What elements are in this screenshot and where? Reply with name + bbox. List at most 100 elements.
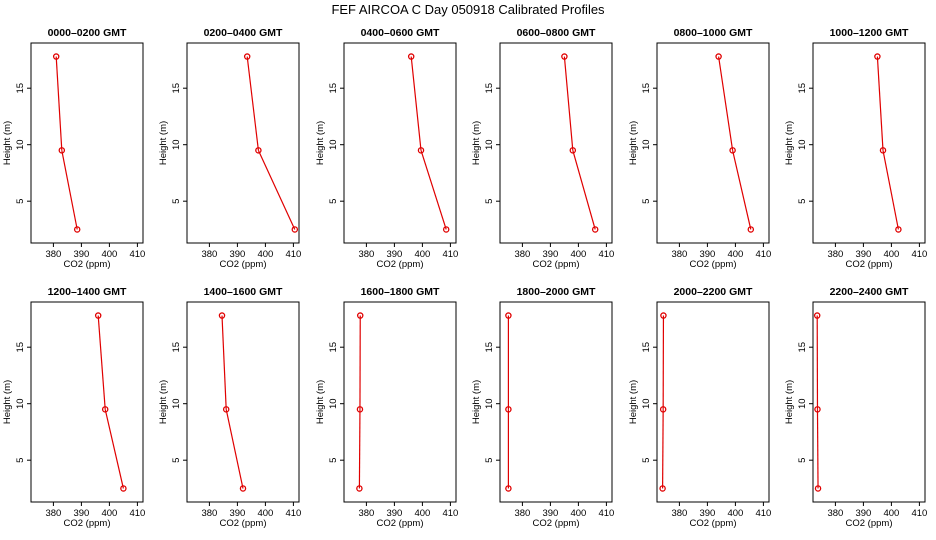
- profile-segment: [876, 56, 884, 151]
- y-tick-label: 10: [328, 398, 339, 409]
- data-point: [356, 312, 364, 319]
- y-axis-label: Height (m): [784, 380, 795, 424]
- x-tick-label: 400: [883, 249, 899, 260]
- x-tick-label: 390: [229, 508, 245, 519]
- y-tick-label: 10: [171, 139, 182, 150]
- data-point: [814, 406, 821, 413]
- x-tick-label: 380: [358, 508, 374, 519]
- y-tick-label: 5: [15, 199, 26, 204]
- x-tick-label: 380: [45, 249, 61, 260]
- y-tick-label: 15: [328, 342, 339, 353]
- panel-3: 0400–0600 GMT 380 390 400 410 5 10 15 CO2 (ppm) H…: [315, 27, 458, 270]
- data-point: [591, 226, 599, 233]
- y-axis-label: Height (m): [315, 121, 326, 165]
- panel-4: 0600–0800 GMT 380 390 400 410 5 10 15 CO2 (ppm) H…: [471, 27, 614, 270]
- y-tick-label: 10: [641, 139, 652, 150]
- y-tick-label: 5: [797, 199, 808, 204]
- x-tick-label: 390: [542, 508, 558, 519]
- panel-title: 1200–1400 GMT: [48, 286, 127, 298]
- y-tick-label: 15: [15, 342, 26, 353]
- y-tick-label: 15: [484, 83, 495, 94]
- x-tick-label: 400: [101, 249, 117, 260]
- panel-title: 1400–1600 GMT: [204, 286, 283, 298]
- data-point: [660, 312, 667, 319]
- x-axis-label: CO2 (ppm): [64, 259, 111, 270]
- y-axis-label: Height (m): [315, 380, 326, 424]
- profile-segment: [104, 409, 124, 489]
- x-axis-label: CO2 (ppm): [220, 259, 267, 270]
- data-point: [94, 312, 102, 319]
- panel-9: 1600–1800 GMT 380 390 400 410 5 10 15 CO2 (ppm) H…: [315, 286, 458, 529]
- data-point: [58, 147, 66, 154]
- x-axis-label: CO2 (ppm): [377, 259, 424, 270]
- x-tick-label: 410: [911, 249, 927, 260]
- plot-frame: [343, 42, 457, 244]
- x-tick-label: 380: [827, 508, 843, 519]
- x-axis-label: CO2 (ppm): [64, 518, 111, 529]
- x-axis-label: CO2 (ppm): [690, 259, 737, 270]
- y-axis-label: Height (m): [628, 121, 639, 165]
- data-point: [442, 226, 450, 233]
- x-tick-label: 400: [570, 508, 586, 519]
- x-axis-label: CO2 (ppm): [846, 518, 893, 529]
- plot-frame: [656, 301, 770, 503]
- panel-title: 1600–1800 GMT: [361, 286, 440, 298]
- y-tick-label: 5: [171, 199, 182, 204]
- plot-frame: [343, 301, 457, 503]
- data-point: [101, 406, 109, 413]
- y-tick-label: 5: [484, 458, 495, 463]
- x-tick-label: 410: [129, 508, 145, 519]
- panel-title: 0800–1000 GMT: [674, 27, 753, 39]
- y-tick-label: 15: [641, 83, 652, 94]
- y-axis-label: Height (m): [158, 121, 169, 165]
- x-tick-label: 410: [598, 249, 614, 260]
- data-point: [895, 226, 902, 233]
- data-point: [255, 147, 262, 154]
- data-point: [729, 147, 736, 154]
- x-tick-label: 400: [727, 249, 743, 260]
- x-tick-label: 380: [671, 249, 687, 260]
- x-tick-label: 390: [386, 508, 402, 519]
- data-point: [879, 147, 887, 154]
- y-tick-label: 10: [797, 139, 808, 150]
- data-point: [356, 406, 364, 413]
- y-tick-label: 10: [641, 398, 652, 409]
- panel-12: 2200–2400 GMT 380 390 400 410 5 10 15 CO2 (ppm) H…: [784, 286, 927, 529]
- profile-segment: [358, 409, 361, 489]
- x-tick-label: 400: [101, 508, 117, 519]
- profile-segment: [55, 56, 63, 151]
- profile-segment: [563, 56, 574, 151]
- x-tick-label: 410: [598, 508, 614, 519]
- x-tick-label: 410: [911, 508, 927, 519]
- x-tick-label: 400: [257, 508, 273, 519]
- plot-frame: [499, 42, 613, 244]
- x-axis-label: CO2 (ppm): [533, 518, 580, 529]
- x-tick-label: 390: [699, 249, 715, 260]
- x-tick-label: 390: [542, 249, 558, 260]
- x-tick-label: 410: [285, 249, 301, 260]
- x-tick-label: 410: [129, 249, 145, 260]
- figure-title: FEF AIRCOA C Day 050918 Calibrated Profi…: [331, 2, 605, 17]
- y-tick-label: 5: [641, 199, 652, 204]
- plot-frame: [186, 301, 300, 503]
- data-point: [505, 406, 512, 413]
- panel-5: 0800–1000 GMT 380 390 400 410 5 10 15 CO2 (ppm) H…: [628, 27, 771, 270]
- data-point: [73, 226, 81, 233]
- data-point: [222, 406, 230, 413]
- y-axis-label: Height (m): [471, 121, 482, 165]
- panel-8: 1400–1600 GMT 380 390 400 410 5 10 15 CO2 (ppm) H…: [158, 286, 301, 529]
- data-point: [659, 406, 667, 413]
- profile-segment: [420, 150, 447, 230]
- y-axis-label: Height (m): [158, 380, 169, 424]
- data-point: [417, 147, 425, 154]
- panel-title: 0600–0800 GMT: [517, 27, 596, 39]
- x-tick-label: 380: [45, 508, 61, 519]
- x-tick-label: 410: [285, 508, 301, 519]
- x-tick-label: 400: [257, 249, 273, 260]
- profile-segment: [61, 150, 78, 230]
- y-tick-label: 5: [797, 458, 808, 463]
- y-tick-label: 10: [328, 139, 339, 150]
- panel-title: 1800–2000 GMT: [517, 286, 596, 298]
- data-point: [218, 312, 226, 319]
- x-tick-label: 380: [358, 249, 374, 260]
